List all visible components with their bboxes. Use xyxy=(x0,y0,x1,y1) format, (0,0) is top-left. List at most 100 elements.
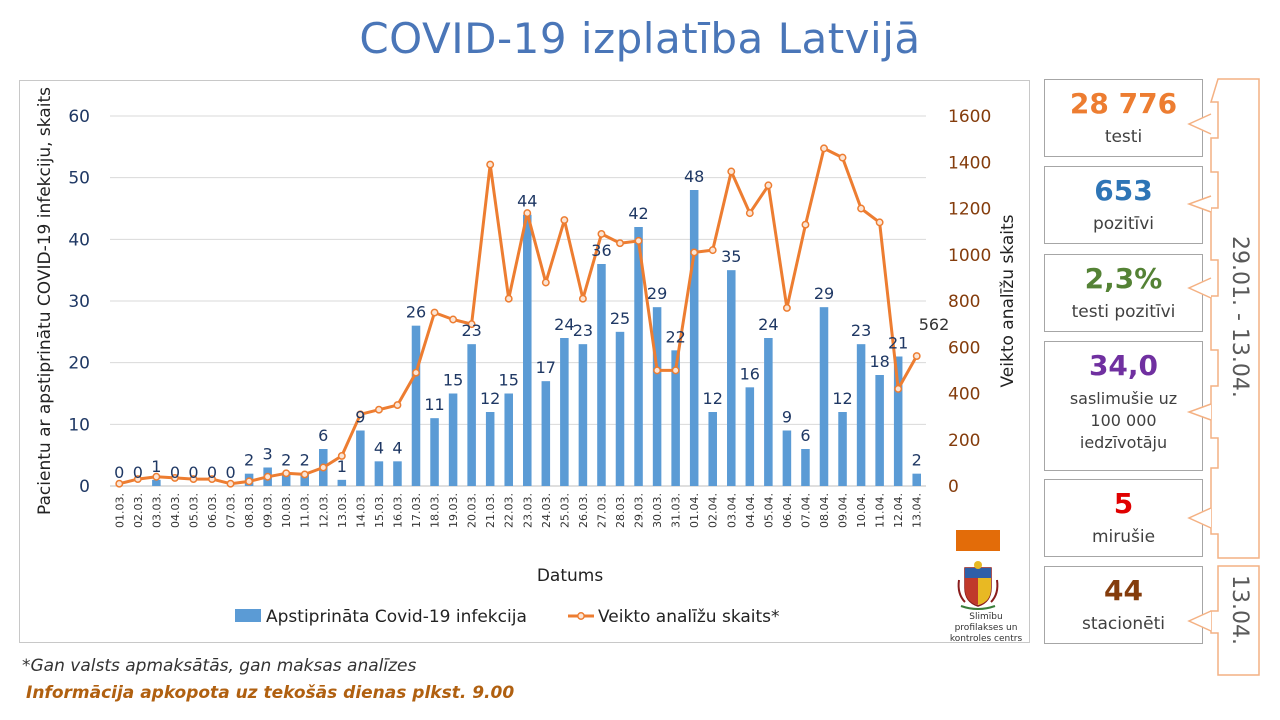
date-brace xyxy=(1187,565,1260,676)
stat-value: 2,3% xyxy=(1084,262,1163,295)
bar xyxy=(689,190,699,486)
line-point xyxy=(170,473,179,482)
period-brace xyxy=(1186,78,1260,559)
x-tick-label: 22.03. xyxy=(503,493,516,528)
x-tick-label: 31.03. xyxy=(670,493,683,528)
line-point xyxy=(801,220,810,229)
y-right-axis-title: Veikto analīžu skaits xyxy=(998,214,1018,387)
bar-data-label: 29 xyxy=(814,284,834,303)
line-point xyxy=(430,308,439,317)
line-point xyxy=(208,475,216,484)
bar-data-label: 12 xyxy=(480,389,500,408)
x-tick-label: 08.03. xyxy=(243,493,256,528)
line-point xyxy=(337,451,346,460)
x-tick-label: 04.03. xyxy=(169,493,182,528)
y-left-axis-title: Pacientu ar apstiprinātu COVID-19 infekc… xyxy=(35,87,55,515)
bar xyxy=(356,430,365,486)
bar xyxy=(782,430,792,486)
bar-data-label: 24 xyxy=(758,315,778,334)
bar xyxy=(764,338,773,486)
stat-value: 34,0 xyxy=(1088,349,1159,382)
bar-data-label: 0 xyxy=(170,463,180,482)
line-point xyxy=(393,401,402,410)
line-point xyxy=(356,410,365,419)
line-point xyxy=(282,469,291,478)
line-point xyxy=(504,294,513,303)
y-left-tick-label: 60 xyxy=(68,107,90,127)
x-tick-label: 30.03. xyxy=(651,493,664,528)
x-tick-label: 12.03. xyxy=(317,493,330,528)
line-point xyxy=(133,475,142,484)
x-tick-label: 13.04. xyxy=(911,493,924,528)
x-tick-label: 02.03. xyxy=(132,493,145,528)
bar xyxy=(856,344,866,486)
x-tick-label: 25.03. xyxy=(558,493,571,528)
line-point xyxy=(560,216,569,225)
y-right-tick-label: 800 xyxy=(948,292,980,312)
x-tick-label: 03.03. xyxy=(150,493,163,528)
stat-box: 44 stacionēti xyxy=(1044,566,1203,644)
x-tick-label: 13.03. xyxy=(336,493,349,528)
x-tick-label: 29.03. xyxy=(633,493,646,528)
x-tick-label: 17.03. xyxy=(410,493,423,528)
x-tick-label: 19.03. xyxy=(447,493,460,528)
line-point xyxy=(226,479,235,488)
orange-swatch xyxy=(956,530,1000,551)
stat-label: mirušie xyxy=(1091,527,1156,547)
line-point xyxy=(597,229,606,238)
bar-data-label: 23 xyxy=(461,321,481,340)
bar xyxy=(448,393,458,486)
line-point xyxy=(820,144,828,153)
line-point xyxy=(782,303,791,312)
stat-box: 28 776 testi xyxy=(1044,79,1203,157)
line-point xyxy=(412,368,420,377)
legend-swatch-bar xyxy=(235,609,261,622)
line-point xyxy=(857,204,866,213)
bar xyxy=(393,461,402,486)
bar-data-label: 21 xyxy=(888,334,908,353)
line-point xyxy=(894,384,903,393)
bar-data-label: 44 xyxy=(517,192,537,211)
line-point xyxy=(764,181,773,190)
stat-label: testi pozitīvi xyxy=(1071,302,1176,322)
bar xyxy=(597,264,606,486)
x-tick-label: 01.04. xyxy=(688,493,701,528)
x-tick-label: 06.04. xyxy=(781,493,794,528)
stat-label: stacionēti xyxy=(1081,614,1166,634)
y-right-tick-label: 400 xyxy=(948,385,980,405)
line-point xyxy=(745,209,754,218)
bar xyxy=(634,227,643,486)
x-tick-label: 03.04. xyxy=(725,493,738,528)
footnote: *Gan valsts apmaksātās, gan maksas analī… xyxy=(22,656,417,676)
x-tick-label: 27.03. xyxy=(595,493,608,528)
bar xyxy=(485,412,495,486)
bar-data-label: 29 xyxy=(647,284,667,303)
line-point xyxy=(319,463,328,472)
line-point xyxy=(727,167,736,176)
line-point xyxy=(634,236,643,245)
bar xyxy=(819,307,829,486)
bar-data-label: 2 xyxy=(281,451,291,470)
y-left-tick-label: 40 xyxy=(68,230,90,250)
x-tick-label: 23.03. xyxy=(521,493,534,528)
bar-data-label: 4 xyxy=(374,438,384,457)
stat-box: 34,0 saslimušie uz 100 000 iedzīvotāju xyxy=(1044,341,1203,471)
x-tick-label: 08.04. xyxy=(818,493,831,528)
y-left-tick-label: 50 xyxy=(68,169,90,189)
page-title: COVID-19 izplatība Latvijā xyxy=(359,14,921,63)
bar-data-label: 2 xyxy=(244,451,254,470)
bar-data-label: 11 xyxy=(424,395,444,414)
bar-data-label: 36 xyxy=(591,241,611,260)
bar-data-label: 25 xyxy=(610,309,630,328)
covid-chart: 0102030405060020040060080010001200140016… xyxy=(35,87,1018,627)
bar xyxy=(560,338,569,486)
bar-data-label: 16 xyxy=(740,364,760,383)
bar-data-label: 3 xyxy=(263,445,273,464)
x-tick-label: 02.04. xyxy=(707,493,720,528)
stat-label: testi xyxy=(1104,127,1143,147)
bar-data-label: 26 xyxy=(406,303,426,322)
x-tick-label: 28.03. xyxy=(614,493,627,528)
line-point xyxy=(523,209,532,218)
bar xyxy=(615,331,625,486)
bar xyxy=(541,381,551,486)
